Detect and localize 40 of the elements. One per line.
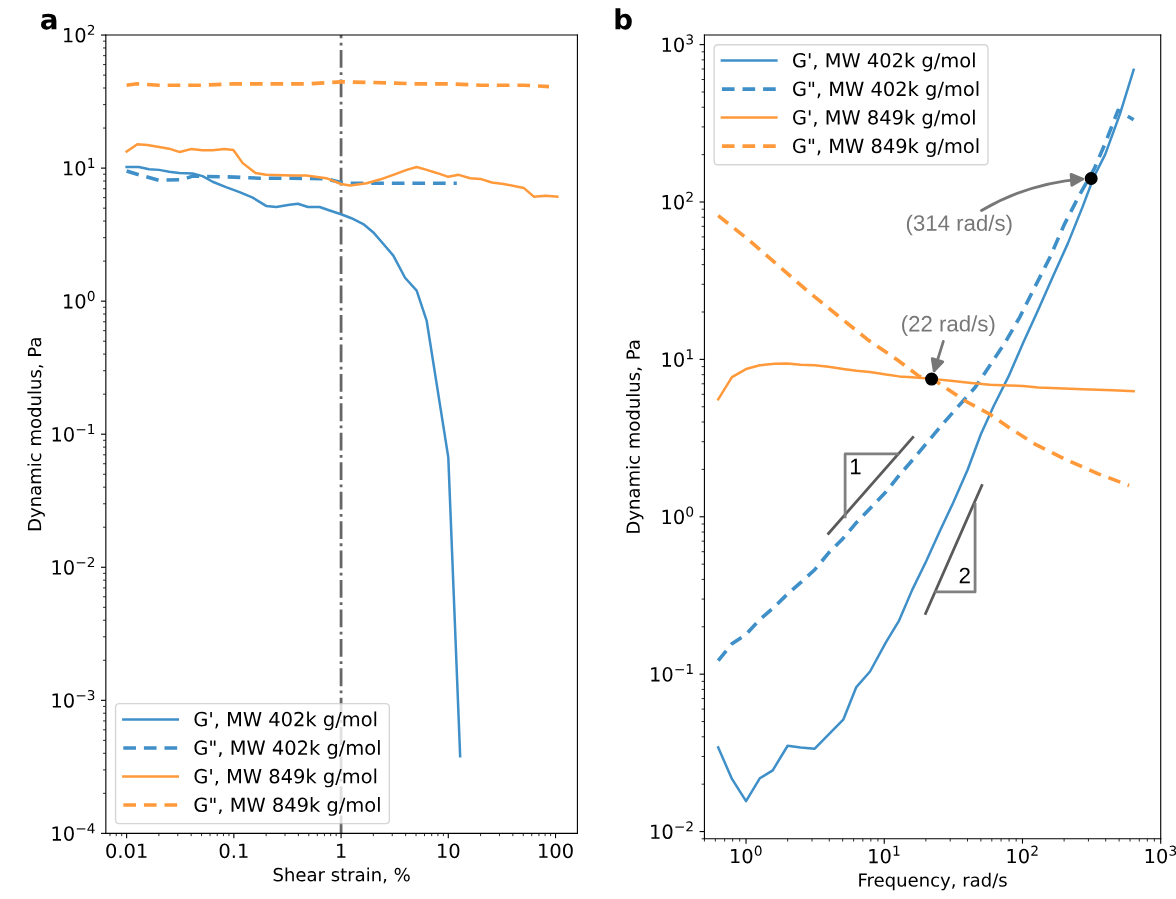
chart-title: a [41,13,57,30]
annotation: 1 [850,458,861,475]
legend-label: G", MW 402k g/mol [194,739,380,759]
y-tick-label: 10$^{−2}$ [52,556,95,575]
x-tick-label: 10$^{3}$ [1145,845,1176,864]
y-tick-label: 10$^{0}$ [64,290,95,309]
y-axis-title: Dynamic modulus, Pa [27,338,45,531]
x-tick-label: 0.01 [106,843,147,859]
y-tick-label: 10$^{−1}$ [52,424,95,442]
y-tick-label: 10$^{1}$ [64,158,95,176]
x-tick-label: 10$^{1}$ [869,845,900,864]
legend-label: G', MW 849k g/mol [793,109,975,129]
legend-label: G', MW 402k g/mol [194,711,377,731]
legend-label: G', MW 402k g/mol [793,52,975,72]
x-tick-label: 10 [438,843,460,859]
annotation: (22 rad/s) [902,315,995,336]
annotation: (314 rad/s) [906,214,1012,236]
y-tick-label: 10$^{−2}$ [651,821,693,840]
y-tick-label: 10$^{−4}$ [52,823,95,841]
x-axis-title: Shear strain, % [273,867,410,884]
y-axis-title: Dynamic modulus, Pa [625,340,644,533]
chart-title: b [615,8,632,30]
y-tick-label: 10$^{0}$ [662,506,694,525]
legend-label: G", MW 402k g/mol [793,81,979,100]
legend-label: G", MW 849k g/mol [194,797,380,816]
annotation: 2 [959,567,970,584]
x-tick-label: 10$^{0}$ [731,845,762,864]
y-tick-label: 10$^{−1}$ [651,664,693,682]
y-tick-label: 10$^{2}$ [64,24,95,43]
y-tick-label: 10$^{2}$ [662,191,693,210]
x-axis-title: Frequency, rad/s [859,872,1007,891]
x-tick-label: 1 [337,843,346,858]
x-tick-label: 10$^{2}$ [1007,845,1038,864]
x-tick-label: 0.1 [219,843,248,859]
y-tick-label: 10$^{3}$ [662,34,693,53]
legend-label: G', MW 849k g/mol [194,768,377,788]
y-tick-label: 10$^{−3}$ [52,690,95,708]
x-tick-label: 100 [539,843,573,859]
y-tick-label: 10$^{1}$ [662,349,693,367]
legend-label: G", MW 849k g/mol [793,138,979,157]
